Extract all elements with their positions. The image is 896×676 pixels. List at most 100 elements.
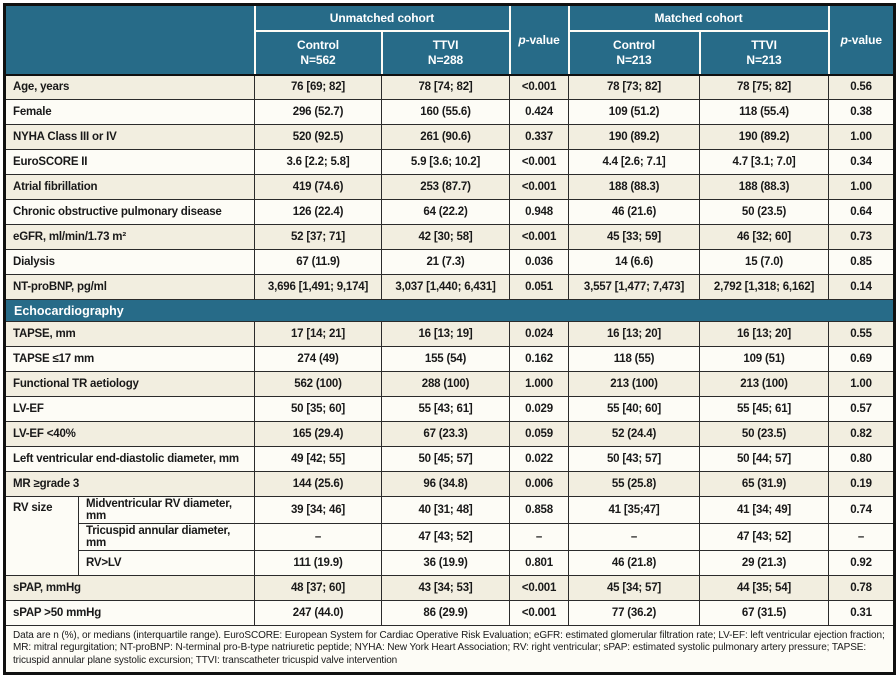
value-cell: 50 [43; 57] (568, 446, 701, 472)
ttvi-unmatched-header: TTVI N=288 (380, 29, 511, 76)
p-value-cell: 0.31 (828, 600, 896, 626)
p-value-cell: 0.801 (509, 550, 570, 576)
p-value-cell: 0.78 (828, 575, 896, 601)
value-cell: 76 [69; 82] (254, 74, 382, 100)
p-value-cell: 0.19 (828, 471, 896, 497)
value-cell: 55 [45; 61] (699, 396, 830, 422)
value-cell: 190 (89.2) (699, 124, 830, 150)
value-cell: 3,557 [1,477; 7,473] (568, 274, 701, 300)
p-value-cell: 0.64 (828, 199, 896, 225)
value-cell: 48 [37; 60] (254, 575, 382, 601)
row-label: TAPSE, mm (4, 321, 255, 347)
value-cell: 17 [14; 21] (254, 321, 382, 347)
value-cell: 213 (100) (699, 371, 830, 397)
p-value-cell: 0.80 (828, 446, 896, 472)
value-cell: 155 (54) (380, 346, 511, 372)
value-cell: 188 (88.3) (568, 174, 701, 200)
column-title: TTVI (751, 37, 777, 52)
p-value-cell: 0.73 (828, 224, 896, 250)
p-value-cell: 0.162 (509, 346, 570, 372)
value-cell: 15 (7.0) (699, 249, 830, 275)
table-row: TAPSE ≤17 mm 274 (49) 155 (54) 0.162 118 (55… (4, 346, 896, 372)
table-body: Age, years 76 [69; 82] 78 [74; 82] <0.001 78… (3, 74, 896, 626)
column-n: N=213 (616, 52, 652, 67)
footnote-row: Data are n (%), or medians (interquartil… (3, 624, 896, 675)
value-cell: 16 [13; 19] (380, 321, 511, 347)
value-cell: 40 [31; 48] (380, 496, 511, 524)
value-cell: 50 (23.5) (699, 199, 830, 225)
value-cell: 288 (100) (380, 371, 511, 397)
value-cell: 46 (21.8) (568, 550, 701, 576)
value-cell: 36 (19.9) (380, 550, 511, 576)
value-cell: 50 [35; 60] (254, 396, 382, 422)
p-value-cell: <0.001 (509, 149, 570, 175)
table-row: EuroSCORE II 3.6 [2.2; 5.8] 5.9 [3.6; 10.2… (4, 149, 896, 175)
value-cell: 109 (51) (699, 346, 830, 372)
p-value-header-matched: p-value (827, 3, 896, 76)
table-row: TAPSE, mm 17 [14; 21] 16 [13; 19] 0.024 16 [… (4, 321, 896, 347)
footnote-text: Data are n (%), or medians (interquartil… (3, 624, 896, 675)
table-row: RV size Midventricular RV diameter, mm 39 … (4, 496, 896, 576)
table-row: Chronic obstructive pulmonary disease 126… (4, 199, 896, 225)
row-sublabel: RV>LV (78, 550, 255, 576)
value-cell: 109 (51.2) (568, 99, 701, 125)
value-cell: 44 [35; 54] (699, 575, 830, 601)
p-value-cell: <0.001 (509, 600, 570, 626)
value-cell: 274 (49) (254, 346, 382, 372)
column-title: Control (613, 37, 655, 52)
value-cell: 50 [44; 57] (699, 446, 830, 472)
p-value-cell: 0.38 (828, 99, 896, 125)
value-cell: 29 (21.3) (699, 550, 830, 576)
p-value-cell: 0.57 (828, 396, 896, 422)
value-cell: 2,792 [1,318; 6,162] (699, 274, 830, 300)
value-cell: 45 [34; 57] (568, 575, 701, 601)
p-value-cell: <0.001 (509, 224, 570, 250)
table-row: Female 296 (52.7) 160 (55.6) 0.424 109 (51.2… (4, 99, 896, 125)
section-row: Echocardiography (3, 299, 896, 322)
table-row: sPAP >50 mmHg 247 (44.0) 86 (29.9) <0.001 77… (4, 600, 896, 626)
value-cell: 5.9 [3.6; 10.2] (380, 149, 511, 175)
table-row: MR ≥grade 3 144 (25.6) 96 (34.8) 0.006 55 (2… (4, 471, 896, 497)
value-cell: 253 (87.7) (380, 174, 511, 200)
table-row: sPAP, mmHg 48 [37; 60] 43 [34; 53] <0.001 45… (4, 575, 896, 601)
p-value-cell: 1.00 (828, 371, 896, 397)
p-value-cell: 0.059 (509, 421, 570, 447)
p-value-cell: 0.74 (828, 496, 896, 524)
value-cell: 4.7 [3.1; 7.0] (699, 149, 830, 175)
value-cell: 188 (88.3) (699, 174, 830, 200)
row-label: TAPSE ≤17 mm (4, 346, 255, 372)
p-value-italic-p: p (518, 32, 526, 47)
value-cell: 296 (52.7) (254, 99, 382, 125)
value-cell: 96 (34.8) (380, 471, 511, 497)
row-label: sPAP, mmHg (4, 575, 255, 601)
table-row: NYHA Class III or IV 520 (92.5) 261 (90.6)… (4, 124, 896, 150)
row-label: MR ≥grade 3 (4, 471, 255, 497)
value-cell: 126 (22.4) (254, 199, 382, 225)
row-label: NYHA Class III or IV (4, 124, 255, 150)
row-sublabel: Tricuspid annular diameter, mm (78, 523, 255, 551)
value-cell: 77 (36.2) (568, 600, 701, 626)
value-cell: 14 (6.6) (568, 249, 701, 275)
table-row: eGFR, ml/min/1.73 m² 52 [37; 71] 42 [30; 5… (4, 224, 896, 250)
header-row-column-names: Control N=562 TTVI N=288 Control N=213 T… (5, 29, 895, 76)
value-cell: 213 (100) (568, 371, 701, 397)
value-cell: 78 [74; 82] (380, 74, 511, 100)
p-value-cell: 0.022 (509, 446, 570, 472)
p-value-cell: – (828, 523, 896, 551)
value-cell: 55 (25.8) (568, 471, 701, 497)
value-cell: 41 [34; 49] (699, 496, 830, 524)
value-cell: 67 (11.9) (254, 249, 382, 275)
value-cell: 3,696 [1,491; 9,174] (254, 274, 382, 300)
p-value-cell: <0.001 (509, 74, 570, 100)
p-value-cell: 0.34 (828, 149, 896, 175)
p-value-header-unmatched: p-value (508, 3, 570, 76)
value-cell: 165 (29.4) (254, 421, 382, 447)
section-header: Echocardiography (3, 299, 896, 322)
row-label: eGFR, ml/min/1.73 m² (4, 224, 255, 250)
value-cell: 78 [75; 82] (699, 74, 830, 100)
p-value-cell: 0.948 (509, 199, 570, 225)
table-row: Functional TR aetiology 562 (100) 288 (100… (4, 371, 896, 397)
column-n: N=288 (427, 52, 464, 67)
p-value-cell: 0.55 (828, 321, 896, 347)
